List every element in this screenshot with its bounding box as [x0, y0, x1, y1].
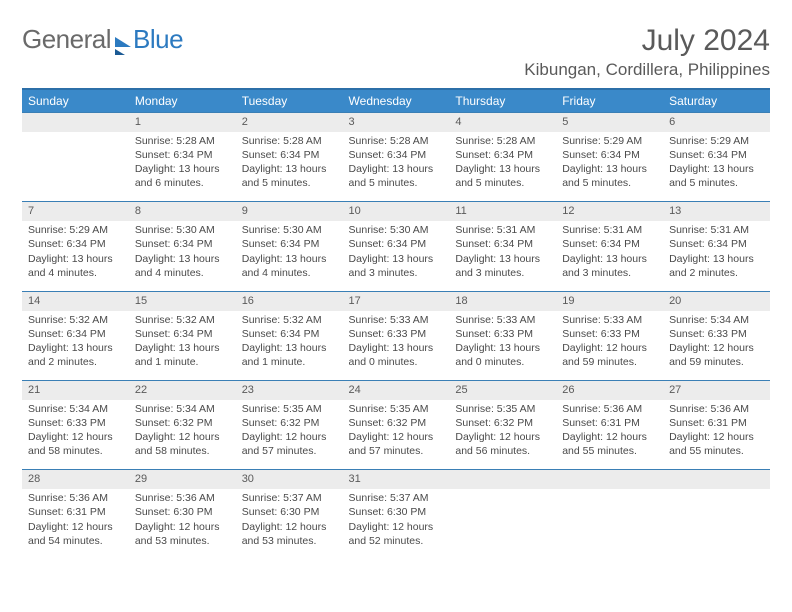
- day-details-cell: Sunrise: 5:36 AM Sunset: 6:31 PM Dayligh…: [22, 489, 129, 559]
- day-details-cell: Sunrise: 5:28 AM Sunset: 6:34 PM Dayligh…: [449, 132, 556, 202]
- day-number-cell: 8: [129, 202, 236, 221]
- day-number-cell: 19: [556, 291, 663, 310]
- day-number-cell: 7: [22, 202, 129, 221]
- day-number-cell: 10: [343, 202, 450, 221]
- day-details-cell: Sunrise: 5:28 AM Sunset: 6:34 PM Dayligh…: [343, 132, 450, 202]
- day-details-cell: Sunrise: 5:33 AM Sunset: 6:33 PM Dayligh…: [556, 311, 663, 381]
- day-number-cell: 26: [556, 381, 663, 400]
- brand-text-blue: Blue: [133, 24, 183, 55]
- weekday-header: Saturday: [663, 89, 770, 113]
- day-number-cell: 11: [449, 202, 556, 221]
- brand-text-general: General: [22, 24, 111, 55]
- day-details-cell: Sunrise: 5:32 AM Sunset: 6:34 PM Dayligh…: [22, 311, 129, 381]
- day-details-cell: Sunrise: 5:34 AM Sunset: 6:33 PM Dayligh…: [22, 400, 129, 470]
- day-number-cell: 13: [663, 202, 770, 221]
- day-details-cell: Sunrise: 5:35 AM Sunset: 6:32 PM Dayligh…: [343, 400, 450, 470]
- day-details-cell: Sunrise: 5:30 AM Sunset: 6:34 PM Dayligh…: [343, 221, 450, 291]
- day-details-cell: Sunrise: 5:35 AM Sunset: 6:32 PM Dayligh…: [449, 400, 556, 470]
- day-number-cell: 14: [22, 291, 129, 310]
- day-number-cell: [663, 470, 770, 489]
- day-details-cell: Sunrise: 5:29 AM Sunset: 6:34 PM Dayligh…: [663, 132, 770, 202]
- day-number-cell: 3: [343, 113, 450, 132]
- day-number-cell: 27: [663, 381, 770, 400]
- day-details-cell: [449, 489, 556, 559]
- day-number-row: 21222324252627: [22, 381, 770, 400]
- day-details-row: Sunrise: 5:34 AM Sunset: 6:33 PM Dayligh…: [22, 400, 770, 470]
- day-details-cell: Sunrise: 5:32 AM Sunset: 6:34 PM Dayligh…: [129, 311, 236, 381]
- day-number-cell: [449, 470, 556, 489]
- day-details-cell: Sunrise: 5:30 AM Sunset: 6:34 PM Dayligh…: [129, 221, 236, 291]
- day-details-cell: Sunrise: 5:35 AM Sunset: 6:32 PM Dayligh…: [236, 400, 343, 470]
- day-number-cell: 5: [556, 113, 663, 132]
- day-details-cell: [663, 489, 770, 559]
- day-number-cell: 21: [22, 381, 129, 400]
- day-details-cell: [22, 132, 129, 202]
- day-number-cell: 17: [343, 291, 450, 310]
- calendar-table: Sunday Monday Tuesday Wednesday Thursday…: [22, 88, 770, 559]
- day-number-cell: 4: [449, 113, 556, 132]
- weekday-header: Wednesday: [343, 89, 450, 113]
- day-number-cell: 23: [236, 381, 343, 400]
- day-number-cell: [556, 470, 663, 489]
- day-details-row: Sunrise: 5:32 AM Sunset: 6:34 PM Dayligh…: [22, 311, 770, 381]
- day-number-cell: 2: [236, 113, 343, 132]
- day-details-cell: Sunrise: 5:36 AM Sunset: 6:31 PM Dayligh…: [556, 400, 663, 470]
- weekday-header: Monday: [129, 89, 236, 113]
- day-details-cell: Sunrise: 5:31 AM Sunset: 6:34 PM Dayligh…: [556, 221, 663, 291]
- day-number-cell: 29: [129, 470, 236, 489]
- day-details-cell: Sunrise: 5:36 AM Sunset: 6:31 PM Dayligh…: [663, 400, 770, 470]
- weekday-header: Friday: [556, 89, 663, 113]
- weekday-header: Tuesday: [236, 89, 343, 113]
- day-details-cell: Sunrise: 5:28 AM Sunset: 6:34 PM Dayligh…: [236, 132, 343, 202]
- day-details-cell: Sunrise: 5:31 AM Sunset: 6:34 PM Dayligh…: [449, 221, 556, 291]
- day-number-cell: 24: [343, 381, 450, 400]
- day-number-cell: 16: [236, 291, 343, 310]
- day-details-cell: Sunrise: 5:28 AM Sunset: 6:34 PM Dayligh…: [129, 132, 236, 202]
- weekday-header-row: Sunday Monday Tuesday Wednesday Thursday…: [22, 89, 770, 113]
- day-details-cell: Sunrise: 5:34 AM Sunset: 6:33 PM Dayligh…: [663, 311, 770, 381]
- day-number-row: 14151617181920: [22, 291, 770, 310]
- day-details-cell: Sunrise: 5:36 AM Sunset: 6:30 PM Dayligh…: [129, 489, 236, 559]
- day-number-cell: [22, 113, 129, 132]
- day-number-row: 28293031: [22, 470, 770, 489]
- sail-icon: [115, 37, 131, 47]
- day-number-cell: 9: [236, 202, 343, 221]
- weekday-header: Sunday: [22, 89, 129, 113]
- day-number-cell: 20: [663, 291, 770, 310]
- day-details-cell: Sunrise: 5:30 AM Sunset: 6:34 PM Dayligh…: [236, 221, 343, 291]
- day-number-cell: 6: [663, 113, 770, 132]
- day-details-cell: Sunrise: 5:29 AM Sunset: 6:34 PM Dayligh…: [556, 132, 663, 202]
- day-number-cell: 30: [236, 470, 343, 489]
- day-details-cell: Sunrise: 5:37 AM Sunset: 6:30 PM Dayligh…: [236, 489, 343, 559]
- title-block: July 2024 Kibungan, Cordillera, Philippi…: [524, 24, 770, 80]
- day-number-cell: 18: [449, 291, 556, 310]
- day-number-cell: 28: [22, 470, 129, 489]
- day-details-cell: Sunrise: 5:31 AM Sunset: 6:34 PM Dayligh…: [663, 221, 770, 291]
- day-details-row: Sunrise: 5:29 AM Sunset: 6:34 PM Dayligh…: [22, 221, 770, 291]
- day-number-cell: 31: [343, 470, 450, 489]
- day-details-row: Sunrise: 5:28 AM Sunset: 6:34 PM Dayligh…: [22, 132, 770, 202]
- month-title: July 2024: [524, 24, 770, 58]
- day-details-cell: Sunrise: 5:32 AM Sunset: 6:34 PM Dayligh…: [236, 311, 343, 381]
- header: General Blue July 2024 Kibungan, Cordill…: [22, 24, 770, 80]
- day-number-cell: 25: [449, 381, 556, 400]
- day-number-cell: 1: [129, 113, 236, 132]
- weekday-header: Thursday: [449, 89, 556, 113]
- day-details-cell: Sunrise: 5:34 AM Sunset: 6:32 PM Dayligh…: [129, 400, 236, 470]
- day-details-cell: Sunrise: 5:29 AM Sunset: 6:34 PM Dayligh…: [22, 221, 129, 291]
- day-number-row: 123456: [22, 113, 770, 132]
- location-label: Kibungan, Cordillera, Philippines: [524, 60, 770, 80]
- day-details-row: Sunrise: 5:36 AM Sunset: 6:31 PM Dayligh…: [22, 489, 770, 559]
- day-details-cell: [556, 489, 663, 559]
- day-number-cell: 15: [129, 291, 236, 310]
- day-number-cell: 22: [129, 381, 236, 400]
- day-number-row: 78910111213: [22, 202, 770, 221]
- day-number-cell: 12: [556, 202, 663, 221]
- day-details-cell: Sunrise: 5:37 AM Sunset: 6:30 PM Dayligh…: [343, 489, 450, 559]
- brand-logo: General Blue: [22, 24, 183, 55]
- day-details-cell: Sunrise: 5:33 AM Sunset: 6:33 PM Dayligh…: [449, 311, 556, 381]
- day-details-cell: Sunrise: 5:33 AM Sunset: 6:33 PM Dayligh…: [343, 311, 450, 381]
